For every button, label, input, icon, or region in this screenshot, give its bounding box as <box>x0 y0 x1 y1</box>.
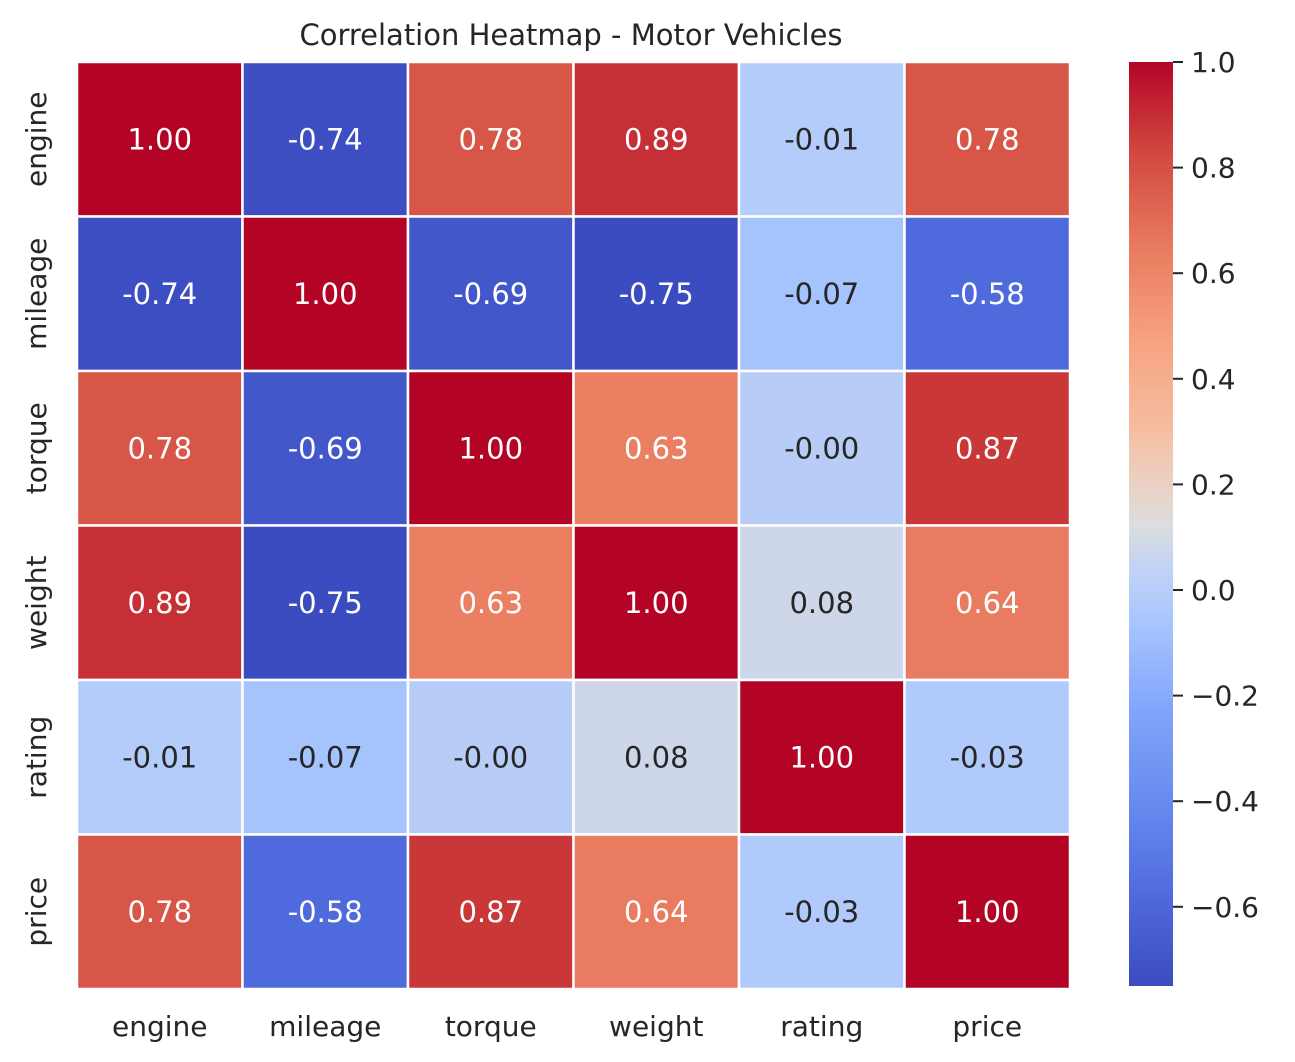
cell-value-label: 1.00 <box>955 895 1020 929</box>
cell-value-label: 0.64 <box>624 895 689 929</box>
cell-value-label: 0.89 <box>127 586 192 620</box>
colorbar-tick-label: 0.8 <box>1191 152 1236 185</box>
y-axis-tick-labels: engine mileage torque weight rating price <box>20 92 53 947</box>
y-tick-label-weight: weight <box>20 556 53 650</box>
x-tick-label-weight: weight <box>609 1010 703 1043</box>
heatmap-cell-engine-torque <box>406 60 575 218</box>
heatmap-cell-weight-mileage <box>241 524 410 682</box>
heatmap-cell-price-rating <box>737 833 906 991</box>
colorbar-tick-label: −0.4 <box>1191 785 1259 818</box>
cell-value-label: 0.63 <box>458 586 523 620</box>
heatmap-cell-engine-price <box>903 60 1072 218</box>
cell-value-label: -0.69 <box>288 431 363 465</box>
cell-value-label: -0.58 <box>288 895 363 929</box>
cell-value-label: -0.03 <box>950 740 1025 774</box>
cell-value-label: 0.89 <box>624 122 689 156</box>
colorbar-tick-label: −0.2 <box>1191 680 1259 713</box>
cell-value-label: -0.07 <box>288 740 363 774</box>
colorbar: 1.0 0.8 0.6 0.4 0.2 0.0 −0.2 −0.4 −0.6 <box>1129 46 1259 986</box>
heatmap-cell-price-price <box>903 833 1072 991</box>
cell-value-label: -0.75 <box>619 277 694 311</box>
cell-value-label: 0.87 <box>955 431 1020 465</box>
cell-value-label: 0.08 <box>624 740 689 774</box>
cell-value-label: 0.78 <box>127 895 192 929</box>
heatmap-cell-engine-weight <box>572 60 741 218</box>
heatmap-cell-weight-weight <box>572 524 741 682</box>
x-tick-label-price: price <box>952 1010 1022 1043</box>
cell-value-label: -0.01 <box>784 122 859 156</box>
cell-value-label: 0.78 <box>955 122 1020 156</box>
heatmap-cell-mileage-weight <box>572 215 741 373</box>
cell-value-label: 0.78 <box>458 122 523 156</box>
heatmap-cells <box>75 60 1072 991</box>
heatmap-cell-weight-rating <box>737 524 906 682</box>
cell-value-label: 0.64 <box>955 586 1020 620</box>
cell-value-label: -0.74 <box>288 122 363 156</box>
cell-value-label: -0.03 <box>784 895 859 929</box>
heatmap-cell-torque-price <box>903 369 1072 527</box>
x-tick-label-engine: engine <box>112 1010 208 1043</box>
cell-value-label: 0.08 <box>789 586 854 620</box>
cell-value-label: 0.87 <box>458 895 523 929</box>
cell-value-label: 0.78 <box>127 431 192 465</box>
colorbar-tick-label: 0.6 <box>1191 257 1236 290</box>
chart-title: Correlation Heatmap - Motor Vehicles <box>299 18 842 52</box>
y-tick-label-engine: engine <box>20 92 53 188</box>
y-tick-label-rating: rating <box>20 716 53 799</box>
cell-value-label: -0.00 <box>784 431 859 465</box>
colorbar-tick-label: −0.6 <box>1191 891 1259 924</box>
y-tick-label-torque: torque <box>20 402 53 494</box>
cell-value-label: 1.00 <box>789 740 854 774</box>
heatmap-cell-torque-rating <box>737 369 906 527</box>
y-tick-label-mileage: mileage <box>20 238 53 350</box>
cell-value-label: 1.00 <box>458 431 523 465</box>
heatmap-cell-rating-price <box>903 678 1072 836</box>
x-tick-label-torque: torque <box>445 1010 537 1043</box>
cell-value-label: -0.07 <box>784 277 859 311</box>
cell-value-label: -0.75 <box>288 586 363 620</box>
heatmap-cell-engine-engine <box>75 60 244 218</box>
heatmap-cell-rating-engine <box>75 678 244 836</box>
heatmap-cell-torque-mileage <box>241 369 410 527</box>
cell-value-label: 1.00 <box>293 277 358 311</box>
cell-value-label: -0.69 <box>453 277 528 311</box>
heatmap-cell-weight-torque <box>406 524 575 682</box>
heatmap-cell-weight-engine <box>75 524 244 682</box>
cell-value-label: 1.00 <box>624 586 689 620</box>
cell-value-label: -0.74 <box>122 277 197 311</box>
heatmap-cell-labels: 1.00 -0.74 0.78 0.89 -0.01 0.78 -0.74 1.00 -0.69… <box>122 122 1025 929</box>
heatmap-cell-mileage-mileage <box>241 215 410 373</box>
colorbar-tick-label: 0.2 <box>1191 468 1236 501</box>
heatmap-cell-rating-weight <box>572 678 741 836</box>
heatmap-cell-price-weight <box>572 833 741 991</box>
colorbar-tick-label: 0.4 <box>1191 363 1236 396</box>
y-tick-label-price: price <box>20 877 53 947</box>
colorbar-tick-label: 1.0 <box>1191 46 1236 79</box>
heatmap-cell-torque-weight <box>572 369 741 527</box>
heatmap-cell-weight-price <box>903 524 1072 682</box>
cell-value-label: 0.63 <box>624 431 689 465</box>
x-axis-tick-labels: engine mileage torque weight rating price <box>112 1010 1022 1043</box>
x-tick-label-rating: rating <box>780 1010 863 1043</box>
heatmap-cell-mileage-price <box>903 215 1072 373</box>
cell-value-label: -0.01 <box>122 740 197 774</box>
colorbar-tick-label: 0.0 <box>1191 574 1236 607</box>
cell-value-label: 1.00 <box>127 122 192 156</box>
heatmap-cell-engine-mileage <box>241 60 410 218</box>
heatmap-cell-rating-rating <box>737 678 906 836</box>
heatmap-cell-price-engine <box>75 833 244 991</box>
cell-value-label: -0.58 <box>950 277 1025 311</box>
x-tick-label-mileage: mileage <box>269 1010 381 1043</box>
heatmap-cell-rating-torque <box>406 678 575 836</box>
cell-value-label: -0.00 <box>453 740 528 774</box>
colorbar-gradient <box>1129 62 1173 986</box>
